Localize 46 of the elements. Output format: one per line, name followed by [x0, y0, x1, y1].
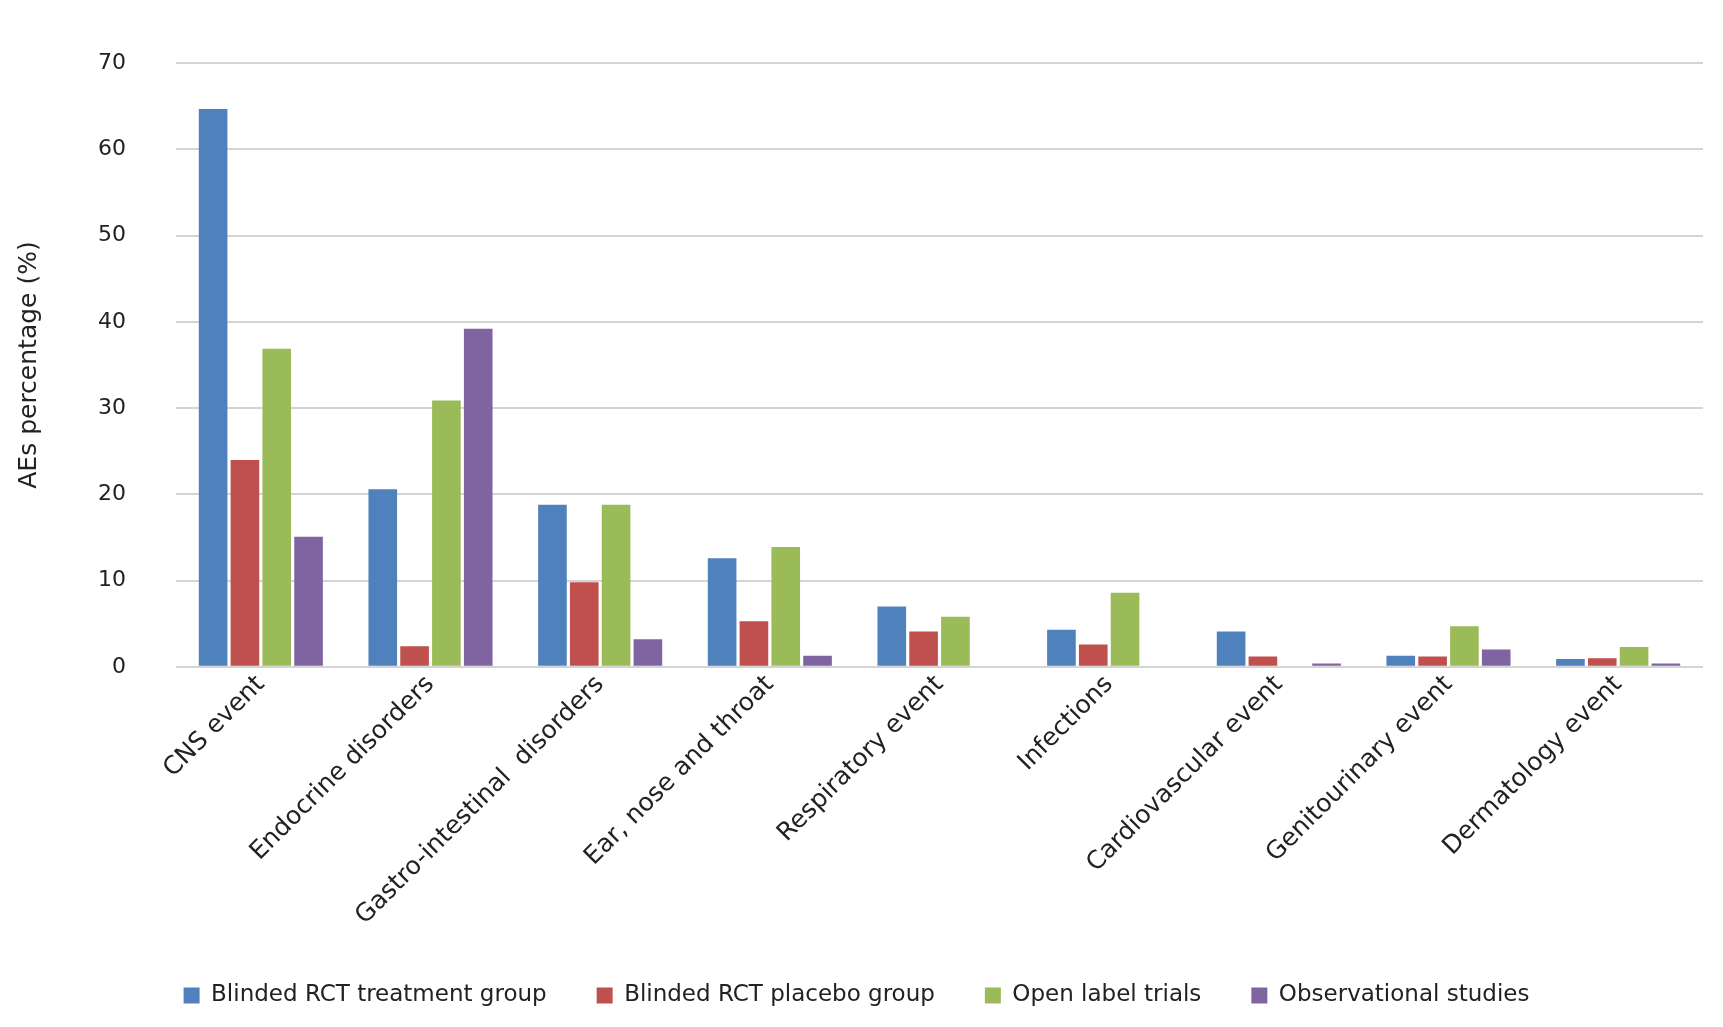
bar: [538, 504, 567, 666]
bar: [1248, 656, 1278, 666]
y-axis-title: AEs percentage (%): [12, 241, 42, 489]
bar: [400, 646, 429, 666]
bar: [432, 400, 461, 666]
bar: [463, 328, 493, 666]
y-tick-label: 20: [97, 480, 126, 506]
bar: [1078, 644, 1108, 666]
legend-label: Blinded RCT treatment group: [211, 980, 547, 1007]
bar: [230, 459, 260, 666]
legend-label: Open label trials: [1012, 980, 1202, 1007]
bar: [198, 108, 228, 666]
legend-label: Blinded RCT placebo group: [624, 980, 935, 1007]
bar: [601, 504, 631, 666]
y-tick-label: 70: [97, 48, 126, 74]
bar: [1651, 663, 1681, 666]
y-tick-label: 40: [97, 307, 126, 333]
bar: [1216, 631, 1246, 666]
bar: [1312, 663, 1341, 666]
bar: [1587, 658, 1617, 666]
bar: [294, 536, 323, 666]
bar: [633, 639, 663, 666]
bar: [1418, 656, 1447, 666]
legend-label: Observational studies: [1278, 980, 1530, 1007]
y-tick-label: 50: [97, 221, 126, 247]
bar: [803, 655, 832, 666]
bar: [909, 631, 938, 666]
bar: [1047, 629, 1076, 666]
y-tick-label: 30: [97, 393, 126, 419]
bar: [1386, 655, 1416, 666]
bar: [771, 546, 801, 666]
bar: [368, 489, 398, 666]
bar: [569, 582, 599, 666]
bar: [739, 621, 769, 666]
bar: [262, 348, 292, 666]
bar: [877, 606, 907, 666]
y-tick-label: 60: [97, 135, 126, 161]
bar: [1619, 647, 1649, 666]
bar: [941, 616, 970, 666]
bar: [1556, 659, 1585, 666]
y-tick-label: 10: [97, 566, 126, 592]
bar: [707, 558, 737, 666]
bar: [1450, 626, 1479, 666]
bar: [1110, 592, 1140, 666]
bar: [1481, 649, 1511, 666]
y-tick-label: 0: [111, 652, 126, 678]
